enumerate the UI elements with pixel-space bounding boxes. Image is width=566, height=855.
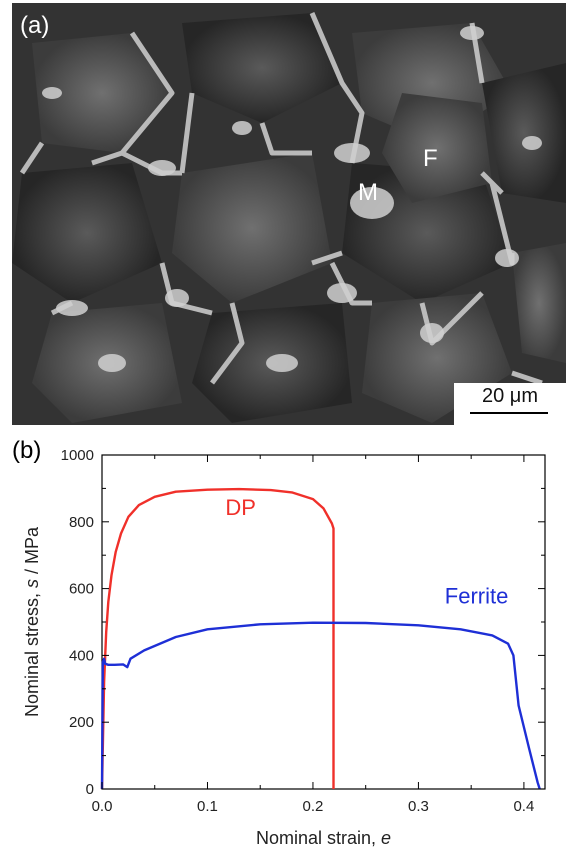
sem-micrograph: F M 20 μm xyxy=(12,3,566,425)
x-tick-label: 0.0 xyxy=(92,798,113,815)
y-tick-label: 1000 xyxy=(61,447,94,464)
x-tick-label: 0.3 xyxy=(408,798,429,815)
x-tick-label: 0.1 xyxy=(197,798,218,815)
y-axis-title: Nominal stress, s / MPa xyxy=(22,526,42,717)
martensite-phase-label: M xyxy=(358,179,378,206)
y-tick-label: 600 xyxy=(69,581,94,598)
tick-group: 0.0 0.1 0.2 0.3 0.4 0 200 400 600 800 1000 xyxy=(61,447,545,815)
scale-bar xyxy=(470,412,548,414)
x-tick-label: 0.2 xyxy=(303,798,324,815)
series-line-dp xyxy=(100,487,335,790)
x-tick-label: 0.4 xyxy=(513,798,534,815)
series-label-dp: DP xyxy=(225,495,256,520)
panel-a-label: (a) xyxy=(20,12,50,39)
scale-bar-box: 20 μm xyxy=(454,383,566,425)
series-line-ferrite xyxy=(100,621,541,790)
ferrite-phase-label: F xyxy=(423,145,438,172)
y-tick-label: 400 xyxy=(69,647,94,664)
stress-strain-chart: 0.0 0.1 0.2 0.3 0.4 0 200 400 600 800 1000 DP Ferri… xyxy=(22,447,546,848)
scale-bar-label: 20 μm xyxy=(482,385,538,407)
panel-b-label: (b) xyxy=(12,437,42,464)
y-tick-label: 0 xyxy=(86,781,94,798)
label-group: DP Ferrite Nominal strain, e Nominal stress… xyxy=(22,495,508,848)
series-group xyxy=(100,487,541,790)
x-axis-title: Nominal strain, e xyxy=(256,828,391,848)
y-tick-label: 800 xyxy=(69,514,94,531)
y-tick-label: 200 xyxy=(69,714,94,731)
series-label-ferrite: Ferrite xyxy=(445,584,509,609)
micrograph-image xyxy=(12,3,566,425)
